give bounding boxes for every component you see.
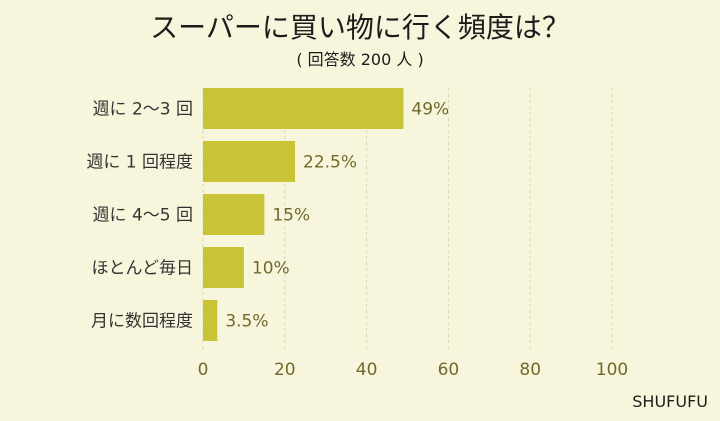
category-label: 週に 2〜3 回 bbox=[93, 100, 193, 120]
category-label: ほとんど毎日 bbox=[92, 259, 194, 279]
x-tick-label: 100 bbox=[596, 360, 628, 380]
chart-title: スーパーに買い物に行く頻度は？ bbox=[150, 11, 570, 44]
category-label: 月に数回程度 bbox=[91, 312, 193, 332]
value-label: 10% bbox=[252, 259, 290, 279]
chart-subtitle: ( 回答数 200 人 ) bbox=[296, 50, 424, 69]
category-label: 週に 1 回程度 bbox=[86, 153, 193, 173]
bar bbox=[203, 88, 404, 129]
value-label: 49% bbox=[411, 100, 449, 120]
bar bbox=[203, 247, 244, 288]
value-label: 22.5% bbox=[303, 153, 357, 173]
bar bbox=[203, 194, 265, 235]
bar bbox=[203, 300, 218, 341]
x-tick-label: 40 bbox=[356, 360, 378, 380]
category-label: 週に 4〜5 回 bbox=[93, 206, 193, 226]
bar bbox=[203, 141, 296, 182]
value-label: 15% bbox=[272, 206, 310, 226]
x-tick-label: 60 bbox=[438, 360, 460, 380]
x-tick-label: 80 bbox=[519, 360, 541, 380]
x-tick-label: 0 bbox=[198, 360, 209, 380]
value-label: 3.5% bbox=[225, 312, 268, 332]
brand-logo-text: SHUFUFU bbox=[632, 392, 708, 411]
x-tick-label: 20 bbox=[274, 360, 296, 380]
